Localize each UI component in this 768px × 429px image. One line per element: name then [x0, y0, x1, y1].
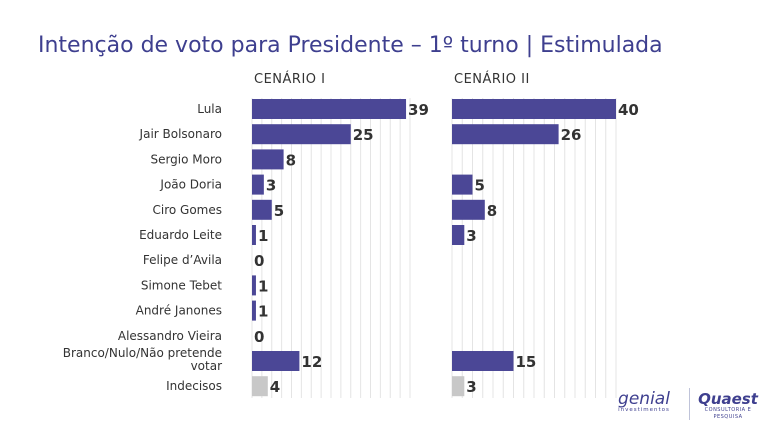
bar — [252, 376, 268, 397]
data-label: 0 — [254, 252, 264, 270]
bar — [452, 225, 465, 245]
quaest-logo-sub: CONSULTORIA E PESQUISA — [704, 407, 752, 420]
panel-title: CENÁRIO II — [454, 71, 530, 87]
data-label: 5 — [274, 202, 284, 220]
bar — [252, 149, 284, 170]
data-label: 40 — [618, 101, 639, 119]
category-label: Jair Bolsonaro — [139, 127, 222, 141]
data-label: 0 — [254, 328, 264, 346]
category-label: Alessandro Vieira — [118, 329, 222, 343]
bar — [252, 124, 351, 145]
data-label: 39 — [408, 101, 429, 119]
bar — [252, 351, 300, 371]
bar — [252, 99, 407, 119]
data-label: 5 — [475, 177, 485, 195]
bar — [252, 225, 256, 245]
category-label: Felipe d’Avila — [143, 253, 222, 267]
bar — [452, 376, 465, 397]
data-label: 1 — [258, 227, 268, 245]
quaest-logo-name: Quaest — [698, 390, 758, 408]
bar — [252, 174, 264, 195]
category-label: André Janones — [136, 304, 222, 318]
data-label: 8 — [286, 151, 296, 169]
category-label: Eduardo Leite — [139, 228, 222, 242]
bar — [252, 275, 256, 296]
bar — [452, 351, 514, 371]
data-label: 3 — [466, 227, 476, 245]
category-label: Lula — [197, 102, 222, 116]
data-label: 3 — [466, 378, 476, 396]
chart-title: Intenção de voto para Presidente – 1º tu… — [38, 33, 663, 58]
genial-logo: genial investimentos — [612, 391, 676, 414]
genial-logo-sub: investimentos — [618, 407, 670, 413]
data-label: 12 — [301, 353, 322, 371]
bar — [452, 99, 616, 119]
genial-logo-name: genial — [618, 389, 670, 409]
category-label: Indecisos — [166, 379, 222, 393]
data-label: 25 — [353, 126, 374, 144]
category-label: Branco/Nulo/Não pretende votar — [63, 346, 222, 373]
panel-title: CENÁRIO I — [254, 71, 325, 87]
bar — [252, 199, 272, 220]
bar — [452, 124, 559, 145]
quaest-logo: Quaest CONSULTORIA E PESQUISA — [697, 391, 759, 421]
category-label: Ciro Gomes — [152, 203, 222, 217]
data-label: 8 — [487, 202, 497, 220]
category-label: João Doria — [159, 178, 222, 192]
data-label: 3 — [266, 177, 276, 195]
data-label: 1 — [258, 303, 268, 321]
bar — [452, 199, 485, 220]
bar — [252, 300, 256, 321]
category-label: Sergio Moro — [150, 152, 222, 166]
data-label: 1 — [258, 277, 268, 295]
data-label: 4 — [270, 378, 280, 396]
bar — [452, 174, 473, 195]
data-label: 15 — [516, 353, 537, 371]
data-label: 26 — [561, 126, 582, 144]
logo-divider — [689, 388, 690, 420]
category-label: Simone Tebet — [141, 278, 222, 292]
